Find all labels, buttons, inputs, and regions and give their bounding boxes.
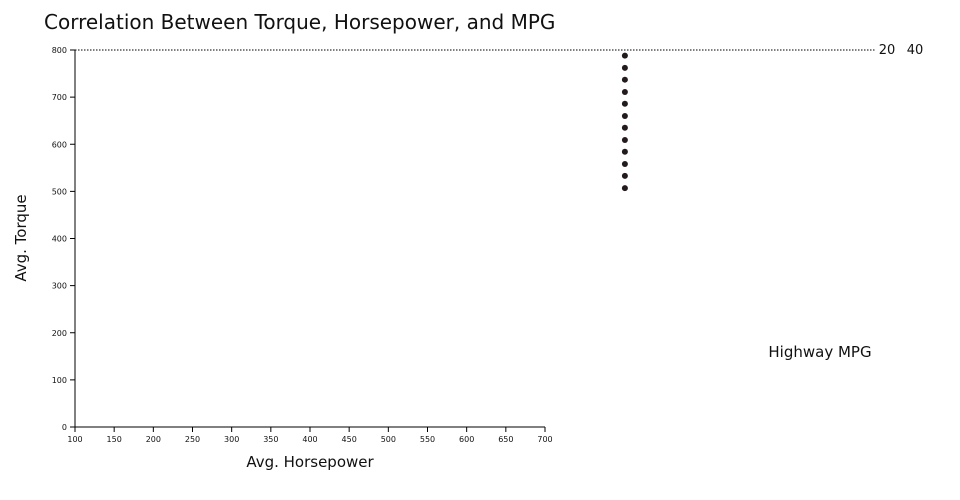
x-tick-label: 500: [381, 435, 396, 444]
x-tick-label: 150: [107, 435, 122, 444]
data-point: [621, 172, 628, 179]
x-tick-label: 200: [146, 435, 161, 444]
y-tick-label: 600: [52, 140, 67, 149]
data-point: [621, 148, 628, 155]
x-tick-label: 650: [498, 435, 513, 444]
x-axis-label: Avg. Horsepower: [246, 453, 374, 471]
data-point: [621, 52, 628, 59]
x-tick-label: 450: [342, 435, 357, 444]
y-tick-label: 200: [52, 329, 67, 338]
y-tick-label: 0: [62, 423, 67, 432]
data-point: [621, 112, 628, 119]
y-axis-label: Avg. Torque: [12, 194, 30, 281]
legend-label-20: 20: [879, 43, 896, 58]
y-tick-label: 500: [52, 187, 67, 196]
data-point: [621, 185, 628, 192]
data-point: [621, 124, 628, 131]
y-tick-label: 100: [52, 376, 67, 385]
legend-title: Highway MPG: [768, 343, 871, 361]
y-tick-label: 800: [52, 46, 67, 55]
x-tick-label: 350: [263, 435, 278, 444]
y-tick-label: 300: [52, 282, 67, 291]
data-point: [621, 100, 628, 107]
x-tick-label: 550: [420, 435, 435, 444]
data-point: [621, 64, 628, 71]
y-tick-label: 700: [52, 93, 67, 102]
x-tick-label: 400: [302, 435, 317, 444]
data-point: [621, 161, 628, 168]
data-point: [621, 76, 628, 83]
legend-label-40: 40: [907, 43, 924, 58]
x-tick-label: 100: [67, 435, 82, 444]
data-point: [621, 137, 628, 144]
data-point: [621, 88, 628, 95]
x-tick-label: 700: [537, 435, 552, 444]
x-tick-label: 250: [185, 435, 200, 444]
y-tick-label: 400: [52, 235, 67, 244]
x-tick-label: 600: [459, 435, 474, 444]
x-tick-label: 300: [224, 435, 239, 444]
chart-title: Correlation Between Torque, Horsepower, …: [44, 10, 555, 34]
